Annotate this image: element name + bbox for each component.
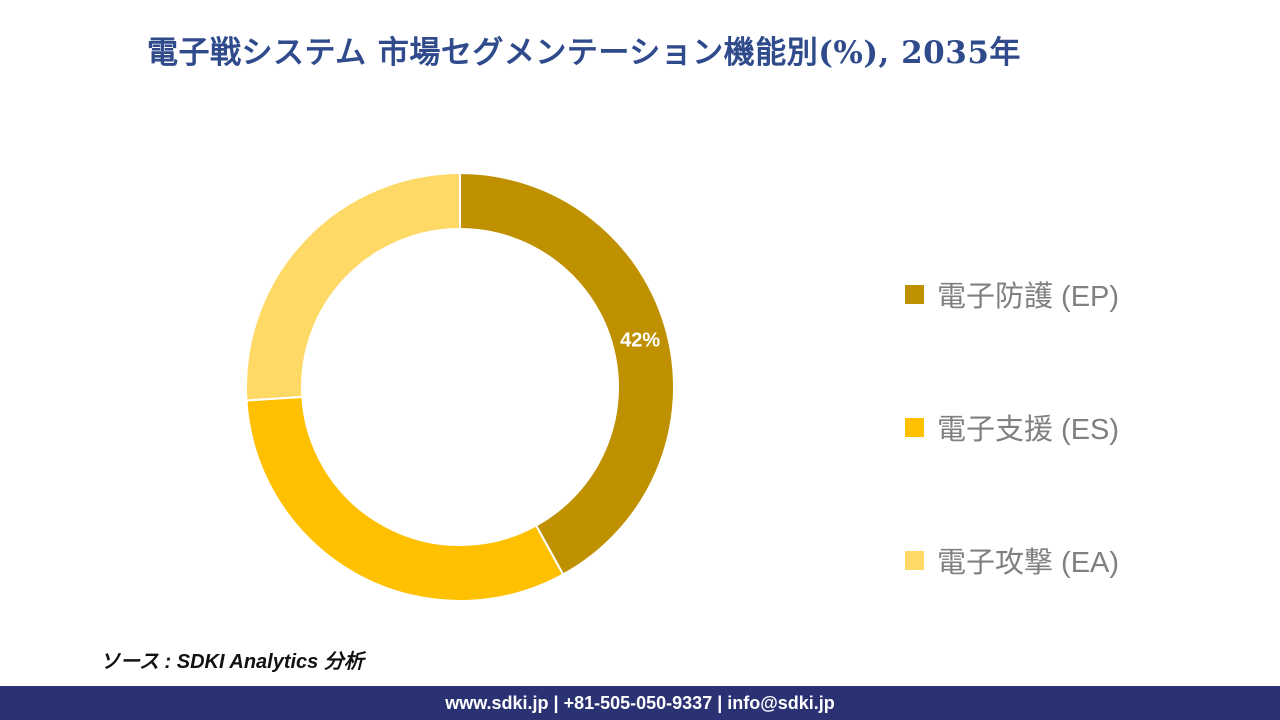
legend-item-es: 電子支援 (ES) (905, 407, 1119, 447)
chart-title: 電子戦システム 市場セグメンテーション機能別(%), 2035年 (147, 35, 1021, 71)
legend-label-es: 電子支援 (ES) (937, 414, 1120, 446)
donut-chart-svg: 42% (245, 171, 676, 603)
legend-swatch-ep (905, 284, 924, 304)
donut-slice-2 (245, 171, 461, 402)
legend-item-ep: 電子防護 (EP) (905, 274, 1119, 314)
donut-slice-0 (459, 171, 676, 576)
legend-swatch-es (905, 417, 924, 437)
footer-bar: www.sdki.jp | +81-505-050-9337 | info@sd… (0, 686, 1280, 720)
donut-slice-1 (245, 395, 565, 603)
slice-data-label-0: 42% (620, 330, 660, 352)
source-note: ソース : SDKI Analytics 分析 (100, 651, 364, 673)
legend-label-ea: 電子攻撃 (EA) (937, 547, 1120, 579)
legend-item-ea: 電子攻撃 (EA) (905, 540, 1119, 580)
legend: 電子防護 (EP) 電子支援 (ES) 電子攻撃 (EA) (905, 274, 1119, 580)
legend-swatch-ea (905, 550, 924, 570)
donut-chart: 42% (240, 167, 680, 607)
legend-label-ep: 電子防護 (EP) (937, 281, 1120, 313)
footer-contact: www.sdki.jp | +81-505-050-9337 | info@sd… (445, 692, 835, 713)
